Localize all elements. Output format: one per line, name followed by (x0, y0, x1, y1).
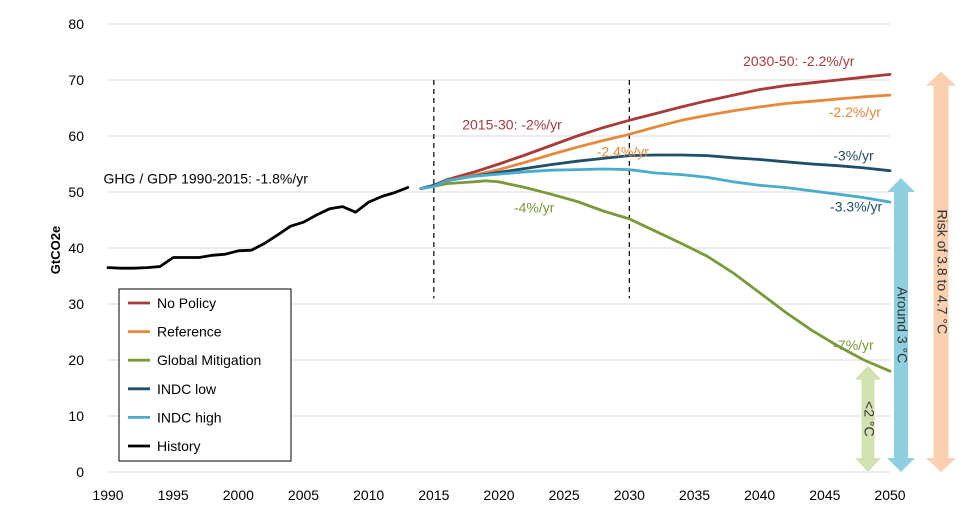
legend-box (118, 288, 292, 462)
annotation-9: -7%/yr (833, 337, 874, 353)
series-line-indc-high (419, 167, 892, 204)
legend-label-indc-high: INDC high (157, 409, 222, 425)
x-tick-label-2045: 2045 (809, 487, 840, 503)
legend-label-history: History (157, 438, 201, 454)
x-tick-label-1995: 1995 (158, 487, 189, 503)
y-tick-label-20: 20 (68, 352, 84, 368)
series-lines (106, 73, 892, 373)
annotation-8: -3.3%/yr (830, 199, 882, 215)
annotation-5: -2.2%/yr (829, 104, 881, 120)
x-tick-label-2005: 2005 (288, 487, 319, 503)
range-arrow-label-2: Around 3 °C (894, 287, 910, 363)
legend-label-indc-low: INDC low (157, 381, 217, 397)
legend-label-no-policy: No Policy (157, 295, 216, 311)
y-tick-label-0: 0 (76, 464, 84, 480)
series-line-history (106, 186, 410, 270)
y-tick-label-70: 70 (68, 72, 84, 88)
range-arrow-3 (926, 71, 956, 472)
y-tick-label-80: 80 (68, 16, 84, 32)
x-tick-label-2030: 2030 (614, 487, 645, 503)
series-line-no-policy (419, 73, 892, 190)
vertical-year-markers (433, 80, 630, 299)
range-arrow-2 (887, 178, 915, 472)
range-arrow-label-3: Risk of 3.8 to 4.7 °C (934, 209, 950, 334)
annotation-1: GHG / GDP 1990-2015: -1.8%/yr (104, 171, 309, 187)
y-tick-label-10: 10 (68, 408, 84, 424)
x-tick-label-2000: 2000 (223, 487, 254, 503)
x-tick-label-1990: 1990 (92, 487, 123, 503)
x-tick-label-2035: 2035 (679, 487, 710, 503)
y-tick-label-50: 50 (68, 184, 84, 200)
annotation-7: -4%/yr (514, 200, 555, 216)
y-tick-label-30: 30 (68, 296, 84, 312)
temperature-range-arrows: <2 °C Around 3 °C Risk of 3.8 to 4.7 °C (855, 71, 956, 472)
legend: No Policy Reference Global Mitigation INDC … (118, 288, 292, 462)
legend-label-reference: Reference (157, 324, 222, 340)
y-tick-label-60: 60 (68, 128, 84, 144)
range-arrow-label-1: <2 °C (861, 401, 877, 437)
x-tick-label-2020: 2020 (483, 487, 514, 503)
x-tick-label-2040: 2040 (744, 487, 775, 503)
x-tick-label-2015: 2015 (418, 487, 449, 503)
annotation-6: -3%/yr (833, 148, 874, 164)
y-tick-label-40: 40 (68, 240, 84, 256)
x-tick-label-2025: 2025 (549, 487, 580, 503)
annotation-3: 2030-50: -2.2%/yr (743, 53, 855, 69)
range-arrow-1 (855, 365, 881, 472)
x-tick-label-2010: 2010 (353, 487, 384, 503)
annotation-2: 2015-30: -2%/yr (462, 116, 562, 132)
annotation-4: -2.4%/yr (597, 144, 649, 160)
legend-label-global-mitigation: Global Mitigation (157, 352, 261, 368)
annotations: GHG / GDP 1990-2015: -1.8%/yr 2015-30: -2… (104, 53, 883, 353)
y-axis-label: GtCO2e (48, 226, 63, 274)
series-line-global-mitigation (419, 179, 892, 373)
x-tick-label-2050: 2050 (874, 487, 905, 503)
